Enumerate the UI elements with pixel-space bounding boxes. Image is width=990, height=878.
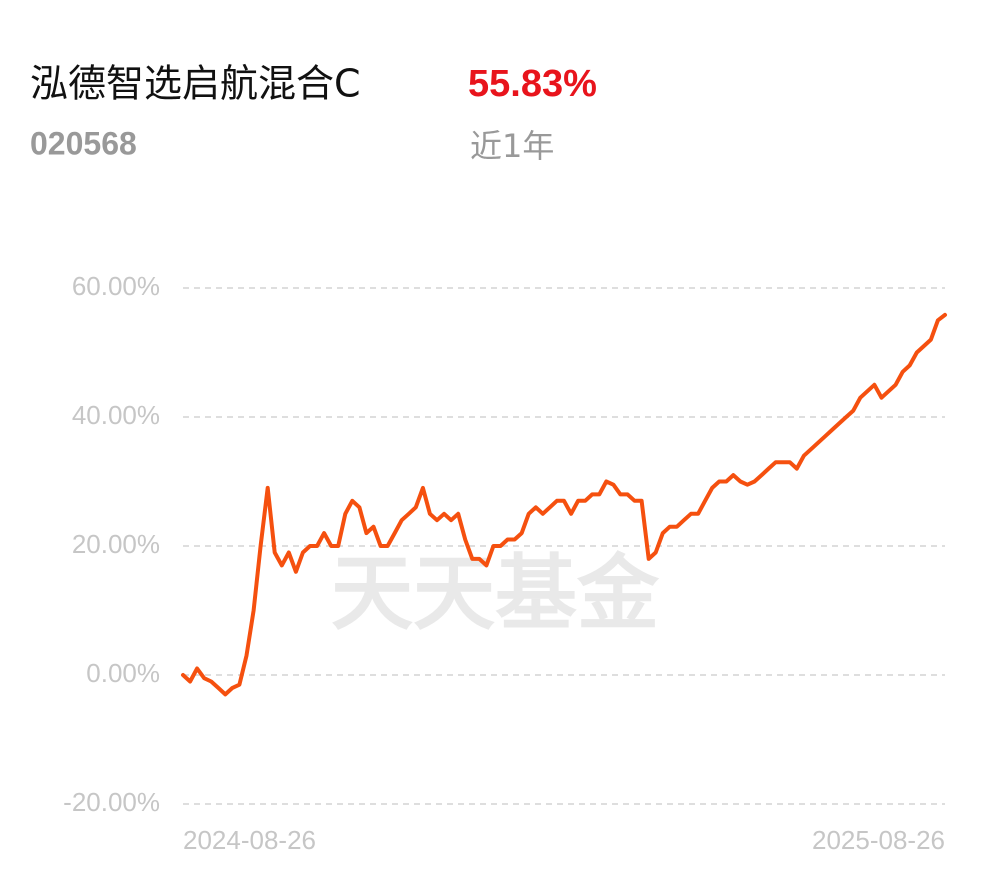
- x-tick-label: 2025-08-26: [812, 825, 945, 855]
- line: [181, 312, 947, 697]
- chart-title: 泓德智选启航混合C: [30, 62, 361, 106]
- fund-code: 020568: [30, 125, 137, 161]
- y-tick-label: -20.00%: [63, 787, 160, 817]
- x-tick-label: 2024-08-26: [183, 825, 316, 855]
- return: 55.83%: [468, 63, 597, 105]
- watermark: 天天基金: [331, 545, 660, 641]
- y-tick-label: 0.00%: [86, 658, 160, 688]
- y-tick-label: 20.00%: [72, 529, 160, 559]
- period: 近1年: [470, 127, 554, 165]
- y-tick-label: 40.00%: [72, 400, 160, 430]
- y-tick-label: 60.00%: [72, 271, 160, 301]
